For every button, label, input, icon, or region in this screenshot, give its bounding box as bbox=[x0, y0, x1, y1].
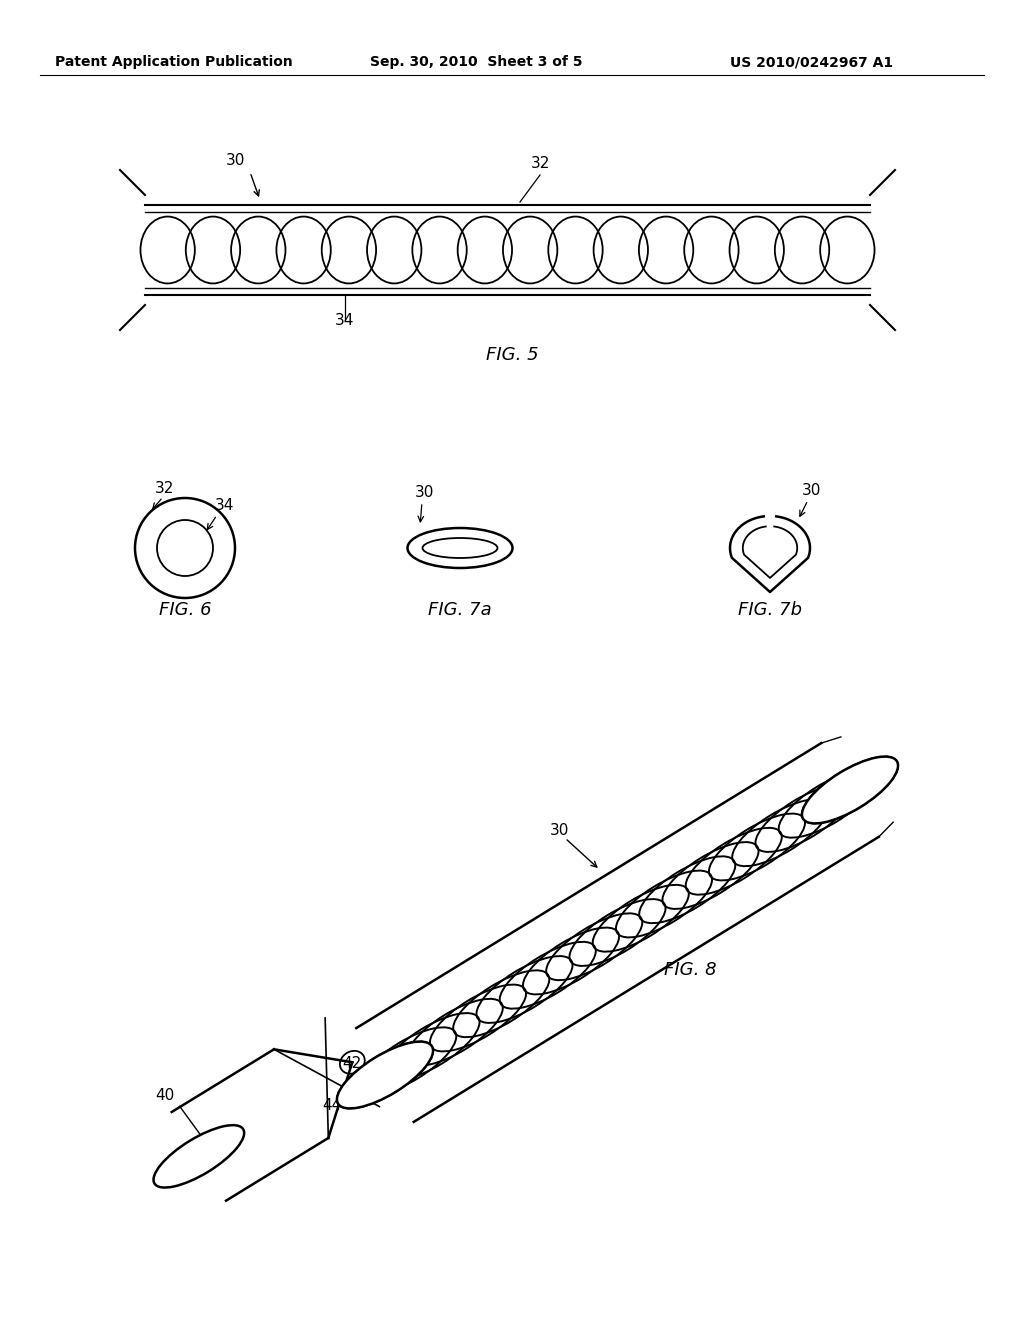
Text: US 2010/0242967 A1: US 2010/0242967 A1 bbox=[730, 55, 893, 69]
Text: FIG. 6: FIG. 6 bbox=[159, 601, 211, 619]
Text: 44: 44 bbox=[323, 1098, 342, 1113]
Text: FIG. 5: FIG. 5 bbox=[485, 346, 539, 364]
Text: 34: 34 bbox=[215, 498, 234, 513]
Text: 34: 34 bbox=[335, 313, 354, 327]
Text: FIG. 8: FIG. 8 bbox=[664, 961, 717, 979]
Text: Sep. 30, 2010  Sheet 3 of 5: Sep. 30, 2010 Sheet 3 of 5 bbox=[370, 55, 583, 69]
Text: 30: 30 bbox=[225, 153, 245, 168]
Text: 32: 32 bbox=[530, 156, 550, 172]
Text: FIG. 7b: FIG. 7b bbox=[738, 601, 802, 619]
Text: 40: 40 bbox=[155, 1088, 174, 1104]
Text: 30: 30 bbox=[550, 822, 569, 838]
Text: Patent Application Publication: Patent Application Publication bbox=[55, 55, 293, 69]
Text: FIG. 7a: FIG. 7a bbox=[428, 601, 492, 619]
Text: 30: 30 bbox=[415, 484, 434, 500]
Ellipse shape bbox=[802, 756, 898, 824]
Text: 30: 30 bbox=[802, 483, 821, 498]
Text: 32: 32 bbox=[155, 480, 174, 496]
Ellipse shape bbox=[802, 756, 898, 824]
Ellipse shape bbox=[337, 1041, 433, 1109]
Text: 42: 42 bbox=[342, 1056, 361, 1071]
Ellipse shape bbox=[154, 1125, 244, 1188]
